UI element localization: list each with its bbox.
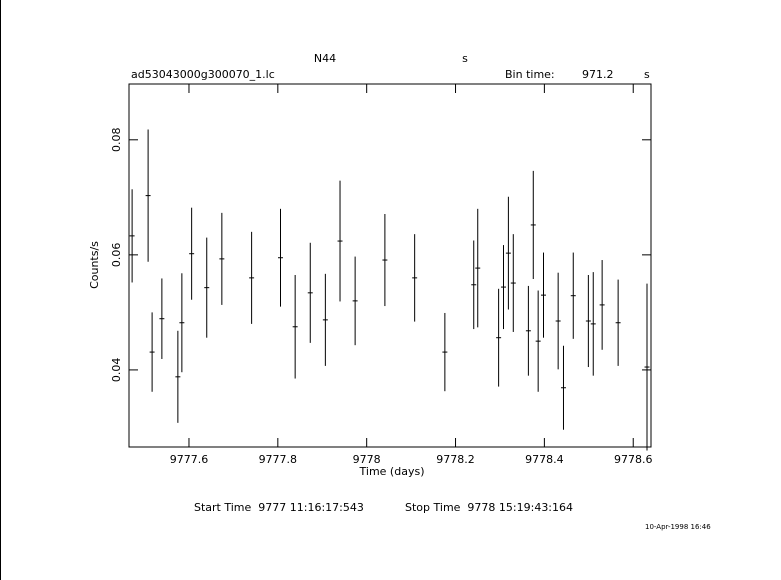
bin-time-label: Bin time: <box>505 68 555 81</box>
x-tick-label: 9778.2 <box>436 453 475 466</box>
y-tick-label: 0.06 <box>110 243 123 267</box>
file-name: ad53043000g300070_1.lc <box>131 68 275 81</box>
x-tick-label: 9777.6 <box>170 453 209 466</box>
timestamp: 10-Apr-1998 16:46 <box>645 523 711 531</box>
chart-title: N44 <box>314 52 336 65</box>
stop-time: Stop Time 9778 15:19:43:164 <box>405 501 573 514</box>
x-tick-label: 9778.6 <box>614 453 653 466</box>
start-time: Start Time 9777 11:16:17:543 <box>194 501 364 514</box>
x-tick-label: 9777.8 <box>259 453 298 466</box>
y-tick-label: 0.08 <box>110 128 123 153</box>
x-tick-label: 9778.4 <box>525 453 564 466</box>
plot-frame <box>128 83 652 448</box>
y-axis-label: Counts/s <box>88 241 101 289</box>
bin-time-unit: s <box>644 68 650 81</box>
bin-time: 971.2 <box>582 68 614 81</box>
x-tick-label: 9778 <box>353 453 381 466</box>
y-tick-label: 0.04 <box>110 358 123 383</box>
title-unit: s <box>462 52 468 65</box>
x-axis-label: Time (days) <box>359 465 425 478</box>
